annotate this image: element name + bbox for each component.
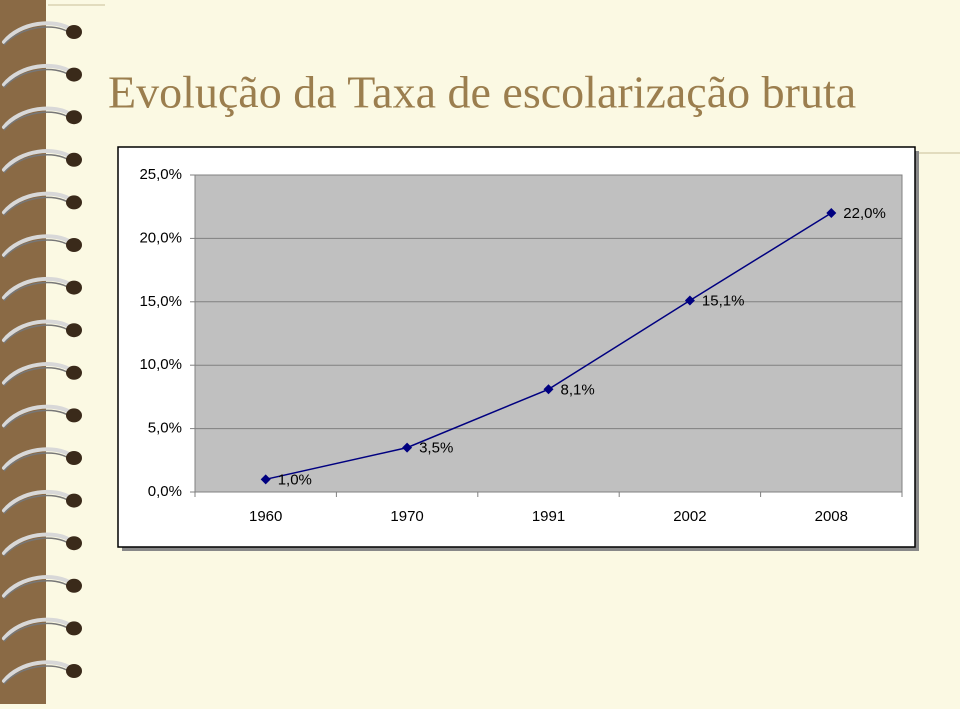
data-marker: [543, 384, 554, 395]
ring: [2, 276, 74, 300]
y-tick-label: 15,0%: [139, 293, 182, 310]
data-label: 22,0%: [843, 205, 886, 222]
ring-shade: [3, 622, 71, 642]
binding-strip: [0, 0, 46, 704]
ring-hole: [66, 280, 82, 295]
ring: [2, 149, 74, 172]
data-label: 3,5%: [419, 440, 453, 457]
ring-shade: [3, 409, 71, 429]
ring-shade: [3, 324, 71, 344]
data-label: 8,1%: [561, 381, 595, 398]
ring-hole: [66, 493, 82, 508]
ring-hole: [66, 621, 82, 636]
ring-shade: [3, 111, 71, 131]
ring: [2, 617, 74, 641]
x-tick-label: 2002: [673, 508, 706, 525]
x-tick-label: 2008: [815, 508, 848, 525]
data-marker: [684, 295, 695, 306]
data-label: 1,0%: [278, 471, 312, 488]
ring-shade: [3, 239, 71, 259]
ring-shade: [3, 196, 71, 216]
ring-hole: [66, 664, 82, 678]
ring: [2, 489, 74, 513]
x-tick-label: 1960: [249, 508, 282, 525]
ring-shade: [3, 452, 71, 472]
y-tick-label: 5,0%: [148, 420, 182, 437]
ring-shade: [3, 665, 71, 685]
ring: [2, 362, 74, 385]
data-marker: [402, 442, 413, 453]
ring-shade: [3, 68, 71, 89]
ring: [2, 575, 74, 598]
ring-shade: [3, 580, 71, 600]
plot-area: [194, 174, 903, 493]
ring-shade: [3, 367, 71, 387]
y-tick-label: 25,0%: [139, 166, 182, 183]
x-tick-label: 1970: [390, 508, 423, 525]
ring-hole: [66, 238, 82, 252]
ring: [2, 21, 74, 44]
ring: [2, 191, 74, 215]
ring: [2, 447, 74, 470]
ring: [2, 319, 74, 343]
data-label: 15,1%: [702, 293, 745, 310]
ring-hole: [66, 536, 82, 551]
slide-title: Evolução da Taxa de escolarização bruta: [108, 67, 856, 118]
ring: [2, 404, 74, 428]
ring-hole: [66, 195, 82, 210]
ring-hole: [66, 110, 82, 125]
ring: [2, 63, 74, 87]
y-tick-label: 10,0%: [139, 356, 182, 373]
data-marker: [826, 208, 837, 219]
data-marker: [260, 474, 271, 485]
ring-shade: [3, 154, 71, 174]
ring-shade: [3, 281, 71, 302]
y-tick-label: 20,0%: [139, 229, 182, 246]
ring-hole: [66, 451, 82, 465]
ring: [2, 234, 74, 257]
ring-hole: [66, 578, 82, 593]
spiral-rings: [2, 21, 82, 685]
ring-shade: [3, 537, 71, 557]
ring-hole: [66, 67, 82, 82]
y-tick-label: 0,0%: [148, 483, 182, 500]
ring-hole: [66, 152, 82, 167]
ring-hole: [66, 408, 82, 423]
ring: [2, 532, 74, 556]
ring-shade: [3, 26, 71, 46]
ring: [2, 660, 74, 683]
ring-shade: [3, 494, 71, 515]
ring-hole: [66, 365, 82, 380]
ring-hole: [66, 25, 82, 39]
x-tick-label: 1991: [532, 508, 565, 525]
ring-hole: [66, 323, 82, 338]
ring: [2, 106, 74, 130]
